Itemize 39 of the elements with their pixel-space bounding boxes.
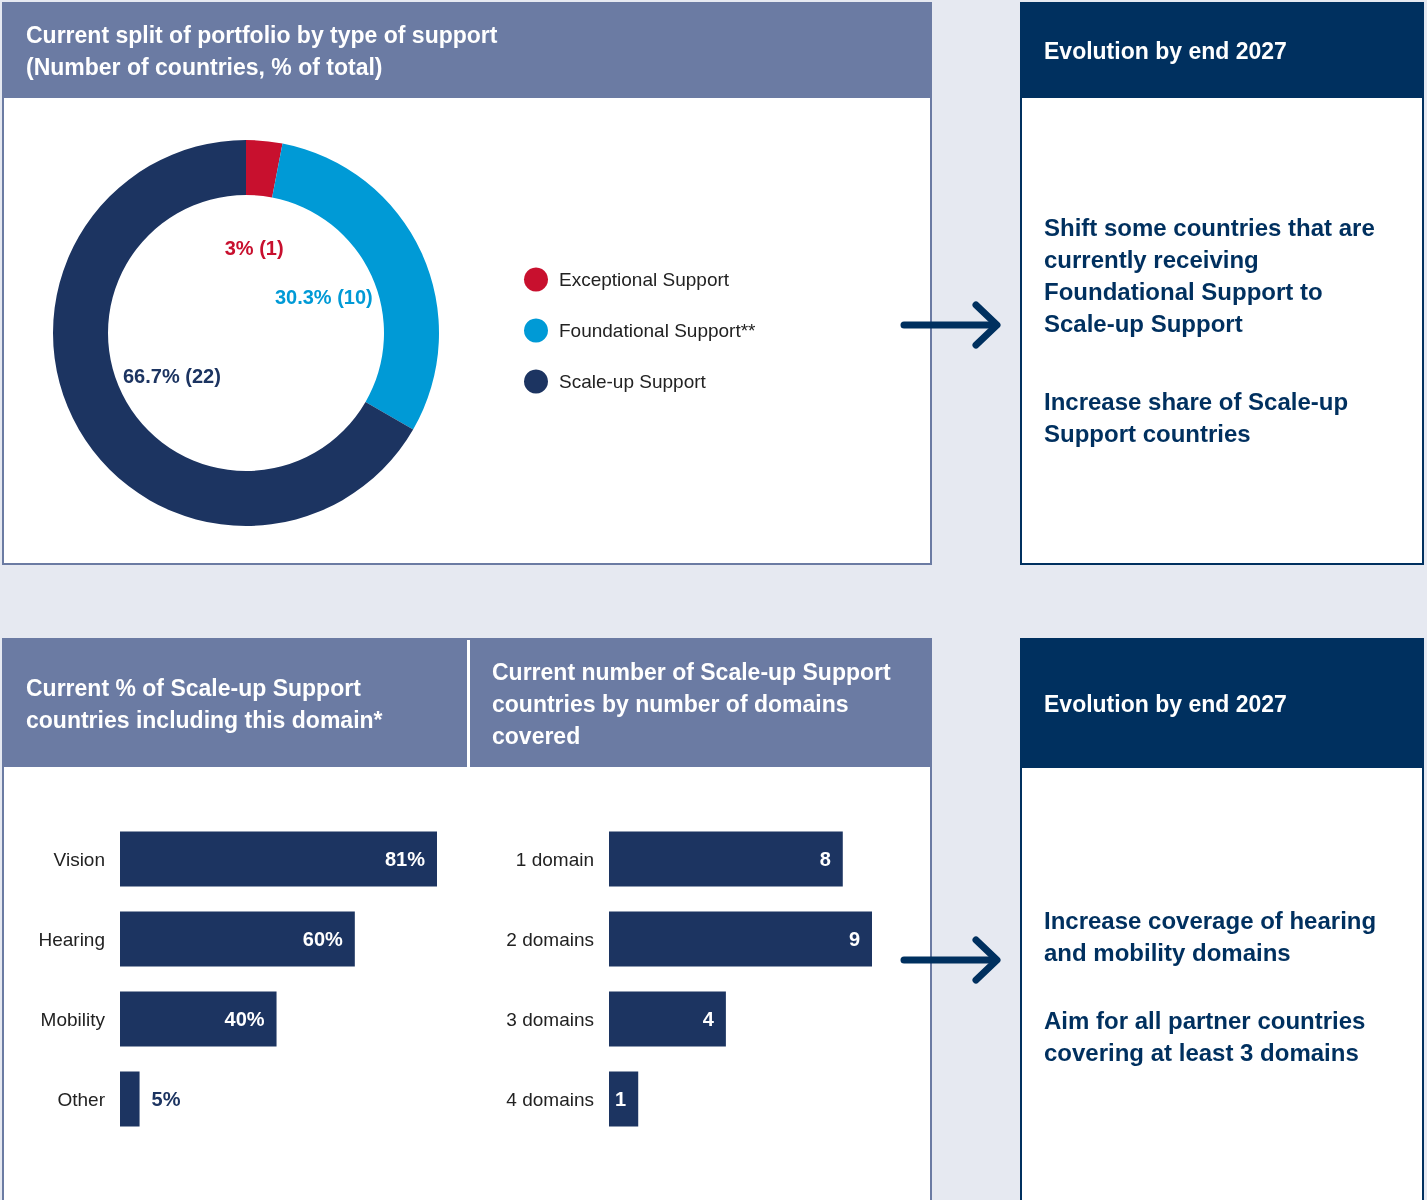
- data-label: 9: [848, 928, 860, 950]
- bar: [609, 831, 843, 887]
- bar: [609, 911, 872, 967]
- bar: [609, 1071, 639, 1127]
- bar: [609, 991, 726, 1047]
- bar: [120, 831, 437, 887]
- data-label: 40%: [224, 1008, 265, 1030]
- chart-title: Current split of portfolio by type of support (Number of countries, % of total): [4, 4, 930, 98]
- data-label: 5%: [151, 1088, 181, 1110]
- text: Increase coverage of hearing and mobility domains: [1044, 906, 1378, 968]
- text: Evolution by end 2027: [1022, 4, 1422, 98]
- legend-label: Foundational Support**: [559, 320, 757, 341]
- y-tick-label: 2 domains: [506, 928, 594, 950]
- bar: [120, 991, 277, 1047]
- y-tick-label: 3 domains: [506, 1008, 594, 1030]
- text: Shift some countries that are currently receiving Foundational Support to Scale-up Support: [1044, 212, 1376, 339]
- y-tick-label: Other: [57, 1088, 106, 1110]
- data-label: 4: [702, 1008, 715, 1030]
- data-label: 3% (1): [224, 236, 284, 259]
- text: Increase share of Scale-up Support countries: [1044, 386, 1350, 449]
- text: Evolution by end 2027: [1022, 640, 1422, 768]
- data-label: 66.7% (22): [122, 364, 221, 387]
- data-label: 1: [615, 1088, 627, 1110]
- data-label: 81%: [384, 848, 426, 870]
- bar: [120, 1071, 140, 1127]
- chart-title: Current number of Scale-up Support countries by number of domains covered: [470, 640, 930, 767]
- legend-label: Scale-up Support: [559, 371, 707, 392]
- legend-label: Exceptional Support: [559, 269, 730, 290]
- data-label: 8: [819, 848, 831, 870]
- y-tick-label: Hearing: [38, 928, 105, 950]
- bar: [120, 911, 355, 967]
- y-tick-label: 4 domains: [506, 1088, 594, 1110]
- y-tick-label: 1 domain: [515, 848, 594, 870]
- data-label: 30.3% (10): [274, 286, 373, 309]
- data-label: 60%: [302, 928, 344, 950]
- y-tick-label: Vision: [53, 848, 105, 870]
- chart-title: Current % of Scale-up Support countries including this domain*: [4, 640, 467, 767]
- y-tick-label: Mobility: [40, 1008, 106, 1030]
- text: Aim for all partner countries covering at least 3 domains: [1044, 1006, 1367, 1068]
